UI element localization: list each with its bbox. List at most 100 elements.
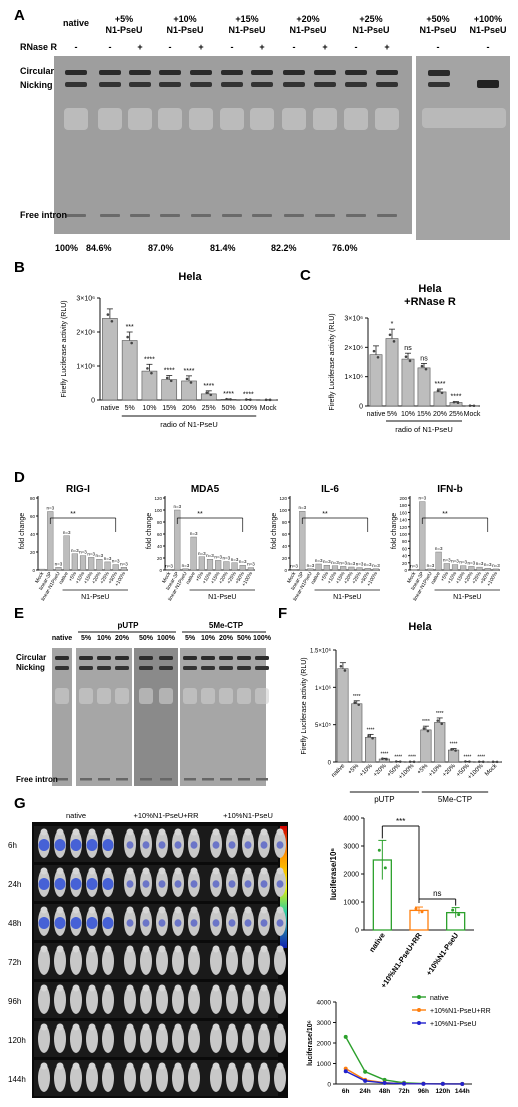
mouse-head: [212, 945, 220, 953]
data-point: [394, 760, 398, 763]
mouse: [258, 1025, 270, 1053]
n-label: n=3: [190, 531, 198, 536]
bar: [88, 557, 95, 571]
legend-label: +10%N1-PseU+RR: [430, 1008, 491, 1015]
significance-label: ns: [433, 889, 441, 898]
mouse-head: [260, 1023, 268, 1031]
category-label: +25%: [99, 571, 111, 586]
mouse-head: [190, 1023, 198, 1031]
smear: [158, 108, 182, 130]
mouse-head: [56, 1023, 64, 1031]
bar: [435, 551, 442, 571]
mouse-head: [126, 828, 134, 836]
bar: [385, 338, 399, 407]
n-label: n=3: [476, 561, 484, 566]
luminescence-signal: [158, 919, 166, 927]
gel-e-5me: [180, 648, 266, 786]
data-point: [229, 398, 232, 401]
band-free-intron: [116, 778, 128, 781]
category-label: 15%: [417, 411, 431, 418]
mouse-head: [260, 867, 268, 875]
category-label: +5%: [440, 571, 451, 583]
y-tick-label: 40: [282, 544, 288, 549]
n-label: n=3: [492, 563, 500, 568]
imaging-row-label: 144h: [8, 1075, 26, 1084]
mouse-head: [56, 828, 64, 836]
mouse-head: [88, 828, 96, 836]
bar: [239, 565, 246, 571]
percentage-label: 76.0%: [332, 243, 358, 253]
category-label: Mock: [34, 571, 45, 585]
lane-label: 5%: [81, 635, 92, 642]
band-circular: [115, 656, 129, 660]
bar: [365, 737, 377, 763]
mouse-head: [142, 1062, 150, 1070]
category-label: +50%: [107, 571, 119, 586]
luminescence-signal: [38, 839, 50, 851]
smear: [139, 688, 153, 704]
category-label: native: [367, 411, 386, 418]
y-axis-label: fold change: [19, 513, 26, 549]
smear: [220, 108, 244, 130]
bar: [433, 391, 447, 407]
category-label: +15%: [210, 571, 222, 586]
n-label: n=3: [165, 563, 173, 568]
x-tick-label: 120h: [435, 1088, 450, 1095]
lane-header-50-pct: +50%: [426, 14, 449, 24]
smear: [183, 688, 197, 704]
chart-title-line: +RNase R: [404, 296, 456, 308]
percentage-label: 87.0%: [148, 243, 174, 253]
data-point: [450, 748, 453, 751]
band-nicking: [183, 666, 197, 670]
mouse-head: [142, 906, 150, 914]
data-point: [472, 404, 476, 408]
category-label: +10%: [75, 571, 87, 586]
y-tick-label: 60: [157, 532, 163, 537]
luminescence-signal: [102, 878, 114, 890]
significance-label: ****: [450, 742, 458, 748]
data-point: [353, 701, 357, 704]
significance-label: ****: [223, 391, 234, 398]
group-label: pUTP: [118, 621, 140, 630]
y-tick-label: 60: [30, 514, 36, 519]
n-label: n=3: [55, 561, 63, 566]
category-label: +20%: [218, 571, 230, 586]
bar: [220, 399, 237, 401]
luminescence-signal: [244, 880, 252, 888]
n-label: n=3: [173, 504, 181, 509]
luminescence-signal: [70, 878, 82, 890]
luminescence-signal: [70, 917, 82, 929]
mouse: [188, 947, 200, 975]
band-nicking: [129, 82, 151, 87]
mouse: [86, 1025, 98, 1053]
band-nicking: [159, 82, 181, 87]
n-label: n=3: [356, 562, 364, 567]
mouse: [274, 947, 286, 975]
band-label-free-intron-a: Free intron: [20, 210, 67, 220]
mouse-head: [158, 906, 166, 914]
data-point: [468, 404, 472, 407]
bar: [419, 501, 426, 571]
category-label: +50%: [359, 571, 371, 586]
y-tick-label: 80: [157, 520, 163, 525]
luminescence-signal: [38, 917, 50, 929]
mouse-head: [56, 945, 64, 953]
category-label: 15%: [162, 405, 176, 412]
mouse-head: [88, 1062, 96, 1070]
mouse: [226, 1025, 238, 1053]
data-point: [456, 401, 460, 405]
category-label: native: [331, 763, 347, 779]
category-label: +25%: [226, 571, 238, 586]
band-free-intron: [220, 778, 232, 781]
data-point: [495, 760, 499, 764]
mouse-head: [158, 984, 166, 992]
mouse-head: [88, 984, 96, 992]
series-point: [402, 1081, 406, 1086]
category-label: 10%: [401, 411, 415, 418]
legend-swatch-dot: [417, 995, 421, 999]
band-circular: [201, 656, 215, 660]
rnase-sign: +: [322, 42, 327, 52]
mouse-head: [56, 1062, 64, 1070]
band-nicking: [345, 82, 367, 87]
y-tick-label: 0: [284, 568, 287, 573]
